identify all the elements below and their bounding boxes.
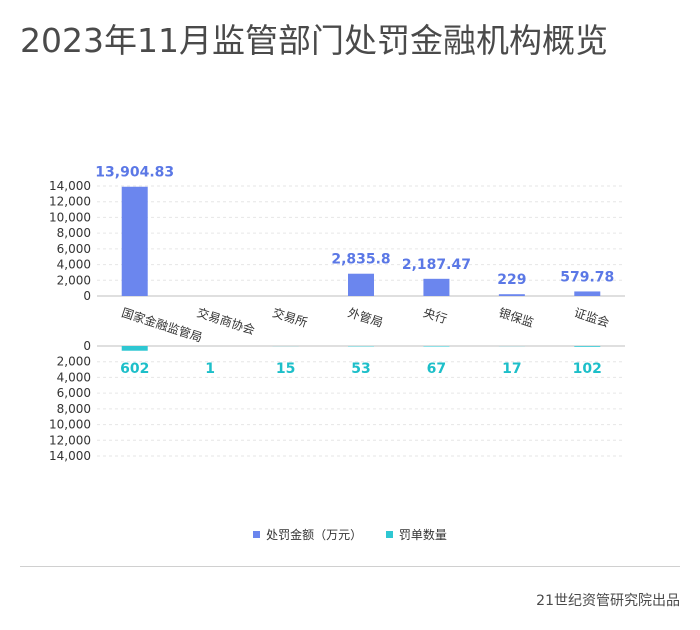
x-category-label: 外管局 (346, 305, 385, 330)
legend-swatch-count (385, 531, 393, 538)
x-category-label: 证监会 (572, 306, 611, 330)
fine-data-label: 13,904.83 (95, 165, 174, 181)
legend-label-fine: 处罚金额（万元） (266, 528, 363, 542)
count-bar (574, 346, 601, 347)
footer-divider (20, 566, 680, 567)
lower-y-tick-label: 2,000 (57, 355, 91, 369)
fine-bar (498, 294, 525, 296)
count-data-label: 67 (427, 361, 446, 377)
x-category-label: 国家金融监管局 (120, 305, 205, 345)
x-category-label: 交易商协会 (195, 305, 257, 338)
upper-y-tick-label: 12,000 (49, 195, 91, 209)
lower-y-tick-label: 4,000 (57, 370, 91, 384)
fine-bar (121, 186, 148, 296)
page-title: 2023年11月监管部门处罚金融机构概览 (20, 21, 608, 60)
upper-y-tick-label: 10,000 (49, 210, 91, 224)
lower-y-tick-label: 10,000 (49, 418, 91, 432)
x-category-label: 央行 (422, 306, 449, 327)
count-data-label: 1 (205, 361, 215, 377)
chart-legend: 处罚金额（万元） 罚单数量 (0, 526, 700, 543)
fine-data-label: 2,187.47 (402, 257, 471, 273)
count-bar (423, 346, 450, 347)
lower-y-tick-label: 8,000 (57, 402, 91, 416)
lower-y-tick-label: 12,000 (49, 433, 91, 447)
count-data-label: 17 (502, 361, 521, 377)
upper-y-tick-label: 8,000 (57, 226, 91, 240)
lower-y-tick-label: 0 (83, 339, 91, 353)
fine-data-label: 2,835.8 (331, 252, 390, 268)
upper-y-tick-label: 6,000 (57, 242, 91, 256)
lower-y-tick-label: 14,000 (49, 449, 91, 463)
count-data-label: 15 (276, 361, 295, 377)
legend-label-count: 罚单数量 (398, 528, 447, 542)
lower-y-tick-label: 6,000 (57, 386, 91, 400)
count-bar (121, 346, 148, 351)
count-data-label: 602 (120, 361, 149, 377)
legend-item-fine[interactable]: 处罚金额（万元） (253, 526, 362, 543)
legend-swatch-fine (253, 531, 261, 538)
legend-item-count[interactable]: 罚单数量 (385, 526, 447, 543)
credit-text: 21世纪资管研究院出品 (536, 593, 680, 609)
upper-y-tick-label: 14,000 (49, 179, 91, 193)
x-category-label: 交易所 (271, 305, 310, 330)
fine-bar (348, 273, 374, 296)
count-data-label: 53 (351, 361, 370, 377)
bar-chart: 02,0004,0006,0008,00010,00012,00014,0000… (49, 165, 625, 463)
fine-bar (423, 278, 450, 296)
fine-data-label: 229 (497, 272, 526, 288)
fine-bar (574, 291, 601, 296)
upper-y-tick-label: 0 (83, 289, 91, 303)
fine-data-label: 579.78 (560, 269, 614, 285)
count-data-label: 102 (573, 361, 602, 377)
upper-y-tick-label: 4,000 (57, 258, 91, 272)
x-category-label: 银保监 (497, 306, 536, 330)
upper-y-tick-label: 2,000 (57, 273, 91, 287)
